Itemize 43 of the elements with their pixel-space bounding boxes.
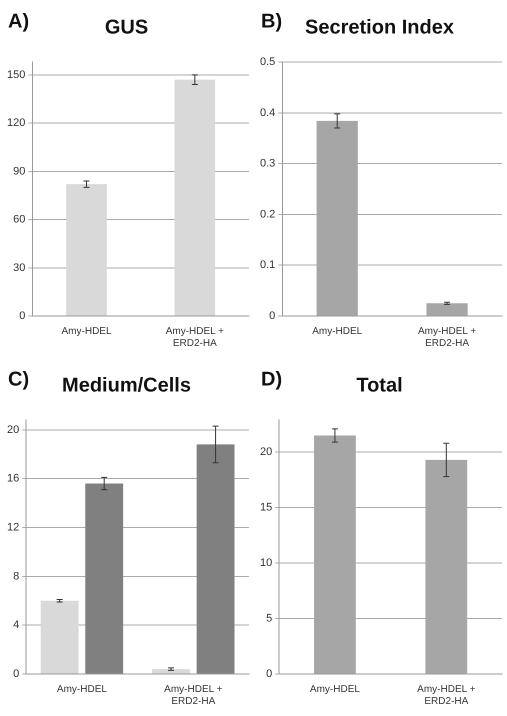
y-tick-label: 60 <box>13 214 26 226</box>
text: D) <box>261 368 282 391</box>
y-tick-label: 15 <box>260 502 272 514</box>
x-tick-label: Amy-HDEL <box>62 326 112 337</box>
text: C) <box>8 368 30 391</box>
y-tick-label: 20 <box>6 424 20 436</box>
y-tick-label: 120 <box>6 117 26 130</box>
y-tick-label: 4 <box>13 619 20 632</box>
y-tick-label: 0 <box>13 668 20 680</box>
y-tick-label: 0 <box>19 310 26 322</box>
x-tick-label: Amy-HDEL + ERD2-HA <box>418 326 476 349</box>
x-tick-label: Amy-HDEL + ERD2-HA <box>164 684 223 707</box>
y-tick-label: 5 <box>266 612 272 625</box>
chart-title: Medium/Cells <box>62 374 191 397</box>
y-tick-label: 150 <box>6 68 26 81</box>
chart-title: Secretion Index <box>305 16 454 39</box>
x-tick-label: Amy-HDEL <box>56 684 108 695</box>
y-tick-label: 0.1 <box>260 259 276 272</box>
text: A) <box>8 10 30 33</box>
bar <box>40 600 79 674</box>
bar <box>196 444 235 674</box>
x-tick-label: Amy-HDEL + ERD2-HA <box>417 684 476 707</box>
y-tick-label: 0 <box>266 668 272 680</box>
bar <box>152 669 190 674</box>
y-tick-label: 0.4 <box>260 106 276 119</box>
y-tick-label: 16 <box>6 472 20 485</box>
x-tick-label: Amy-HDEL <box>312 326 363 337</box>
chart-title: Total <box>356 374 403 397</box>
y-tick-label: 90 <box>13 165 26 178</box>
bar <box>85 484 124 674</box>
y-tick-label: 0 <box>269 310 276 322</box>
y-tick-label: 10 <box>260 557 272 570</box>
y-tick-label: 0.2 <box>260 208 276 220</box>
y-tick-label: 30 <box>13 262 26 274</box>
x-tick-label: Amy-HDEL <box>310 684 360 695</box>
y-tick-label: 12 <box>6 521 20 534</box>
x-tick-label: Amy-HDEL + ERD2-HA <box>166 326 224 349</box>
y-tick-label: 20 <box>260 446 272 458</box>
chart-title: GUS <box>104 16 148 39</box>
y-tick-label: 0.3 <box>260 158 276 170</box>
y-tick-label: 0.5 <box>260 56 276 68</box>
y-tick-label: 8 <box>13 570 20 582</box>
text: B) <box>261 10 282 33</box>
